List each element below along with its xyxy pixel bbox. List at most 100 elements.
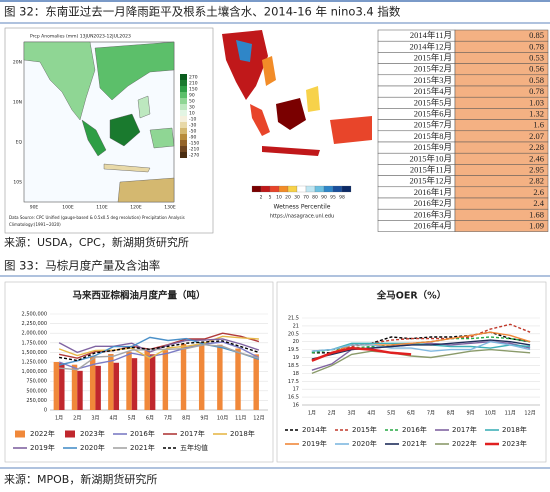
lat-label: 10N xyxy=(13,100,22,106)
chart-frame xyxy=(4,281,274,463)
legend-swatch xyxy=(260,185,271,193)
legend-label: 2023年 xyxy=(502,439,527,448)
x-tick-label: 12月 xyxy=(253,416,264,422)
table-value: 0.58 xyxy=(529,75,544,85)
series-line xyxy=(58,332,260,359)
table-value: 1.6 xyxy=(533,120,544,130)
table-month: 2015年10月 xyxy=(409,153,452,163)
legend-label: -30 xyxy=(189,123,196,129)
legend-swatch xyxy=(180,86,187,92)
figure-title: 图 32：东南亚过去一月降雨距平及根系土壤含水、2014-16 年 nino3.… xyxy=(4,5,401,19)
x-tick-label: 10月 xyxy=(485,411,496,417)
legend-label: -10 xyxy=(189,117,196,123)
y-tick-label: 2,250,000 xyxy=(22,321,47,327)
map-note: Climatology:(1991~2020) xyxy=(9,222,61,227)
land xyxy=(149,127,175,149)
legend-label: -270 xyxy=(189,153,199,159)
legend-label: 2018年 xyxy=(230,429,255,438)
x-tick-label: 1月 xyxy=(55,416,63,422)
y-tick-label: 1,000,000 xyxy=(22,369,47,375)
y-tick-label: 500,000 xyxy=(26,388,47,394)
legend-swatch xyxy=(180,92,187,98)
map-title: Prcp Anomalies (mm) 13JUN2023-12JUL2023 xyxy=(30,34,131,40)
legend-label: 30 xyxy=(294,195,300,201)
bar xyxy=(217,344,223,410)
table-value: 0.85 xyxy=(529,30,544,40)
table-value: 1.03 xyxy=(529,97,544,107)
legend-label: 2020年 xyxy=(80,443,105,452)
legend-label: 2017年 xyxy=(452,425,477,434)
legend-label: 2019年 xyxy=(30,443,55,452)
table-value: 2.07 xyxy=(529,131,544,141)
legend-label: 90 xyxy=(321,195,327,201)
map-url: https://nasagrace.unl.edu xyxy=(270,214,334,220)
y-tick-label: 2,000,000 xyxy=(22,331,47,337)
land xyxy=(236,40,252,62)
series-line xyxy=(58,335,259,360)
table-value: 0.78 xyxy=(529,41,544,51)
legend-swatch xyxy=(180,116,187,122)
table-month: 2015年11月 xyxy=(410,164,452,174)
x-tick-label: 11月 xyxy=(505,411,516,417)
table-month: 2016年2月 xyxy=(414,198,452,208)
lat-label: 10S xyxy=(13,180,22,186)
bar xyxy=(89,355,96,410)
legend-label: 98 xyxy=(339,195,345,201)
y-tick-label: 19 xyxy=(293,355,299,361)
table-value: 2.46 xyxy=(529,153,544,163)
source: 来源：USDA，CPC，新湖期货研究所 xyxy=(4,235,189,249)
y-tick-label: 16.5 xyxy=(288,395,299,401)
series-line xyxy=(311,323,531,352)
series-line xyxy=(311,339,531,360)
bar xyxy=(180,343,187,410)
bar xyxy=(253,354,259,410)
legend-label: -210 xyxy=(189,147,199,153)
table-value: 1.09 xyxy=(529,220,544,230)
lon-label: 100E xyxy=(62,205,74,211)
legend-label: 2017年 xyxy=(180,429,205,438)
legend-label: 2021年 xyxy=(402,439,427,448)
bar xyxy=(126,351,132,410)
lon-label: 90E xyxy=(30,205,39,211)
legend-label: 2 xyxy=(260,195,263,201)
land xyxy=(262,146,320,156)
legend-label: -150 xyxy=(189,141,199,147)
y-tick-label: 17.5 xyxy=(288,379,299,385)
series-line xyxy=(58,338,260,354)
bar xyxy=(162,350,169,410)
legend-label: 95 xyxy=(330,195,336,201)
legend-label: -90 xyxy=(189,135,196,141)
land xyxy=(250,104,270,136)
x-tick-label: 3月 xyxy=(91,416,99,422)
legend-label: 270 xyxy=(189,75,198,81)
x-tick-label: 9月 xyxy=(200,416,208,422)
table-month: 2015年5月 xyxy=(414,97,452,107)
series-line xyxy=(311,348,531,375)
legend-swatch xyxy=(278,185,289,193)
table-value: 1.32 xyxy=(529,108,544,118)
y-tick-label: 0 xyxy=(44,408,47,414)
land xyxy=(306,86,320,112)
wetness-map xyxy=(222,30,372,156)
lon-label: 130E xyxy=(164,205,176,211)
table-month: 2015年9月 xyxy=(414,142,452,152)
table-month: 2015年12月 xyxy=(409,176,452,186)
legend-label: 150 xyxy=(189,87,198,93)
table-value: 2.82 xyxy=(529,176,544,186)
legend-swatch xyxy=(15,430,25,438)
legend-label: 2022年 xyxy=(452,439,477,448)
legend-title: Wetness Percentile xyxy=(274,204,331,211)
bar xyxy=(95,365,101,410)
x-tick-label: 2月 xyxy=(73,416,81,422)
table-value: 2.4 xyxy=(533,198,544,208)
chart-title: 马来西亚棕榈油月度产量（吨） xyxy=(72,290,205,302)
x-tick-label: 7月 xyxy=(164,416,172,422)
table-value: 2.6 xyxy=(533,187,544,197)
legend-swatch xyxy=(180,74,187,80)
x-tick-label: 12月 xyxy=(524,411,535,417)
legend-label: -50 xyxy=(189,129,196,135)
land xyxy=(81,119,107,157)
series-line xyxy=(58,341,260,370)
legend-label: 10 xyxy=(276,195,282,201)
